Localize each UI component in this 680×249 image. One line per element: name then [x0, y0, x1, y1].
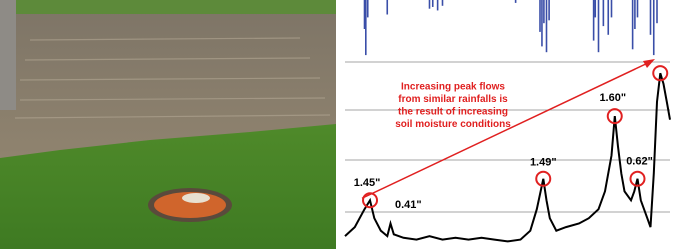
arrow-head	[643, 59, 655, 68]
rain-bar	[365, 0, 367, 55]
rain-bar	[637, 0, 639, 17]
figure: 1.45" 0.41" 1.49" 1.60" 0.62" Increasing peak…	[0, 0, 680, 249]
rain-bar	[607, 0, 609, 35]
rain-bar	[650, 0, 652, 35]
rain-bar	[543, 0, 545, 23]
rain-bar	[539, 0, 541, 32]
rain-bar	[611, 0, 613, 17]
peak-label: 1.45"	[354, 177, 381, 189]
rain-bar	[656, 0, 658, 23]
rain-bar	[598, 0, 600, 52]
rain-bar	[442, 0, 444, 6]
rain-bar	[603, 0, 605, 26]
note: the result of increasing	[398, 107, 508, 118]
rain-bar	[437, 0, 439, 10]
grid	[345, 62, 670, 212]
peak-label: 0.62"	[626, 156, 653, 168]
rain-bar	[432, 0, 434, 7]
rain-bar	[546, 0, 548, 52]
rain-bar	[515, 0, 517, 3]
rain-bar	[632, 0, 634, 49]
peak-label: 1.60"	[599, 92, 626, 104]
note: Increasing peak flows	[401, 82, 505, 93]
note: soil moisture conditions	[395, 119, 511, 130]
photo	[0, 0, 336, 249]
rain-bar	[634, 0, 636, 29]
rain-bar	[653, 0, 655, 55]
page: {"chart_data": { "type": "line", "xlim":…	[0, 0, 680, 249]
rain-bar	[593, 0, 595, 41]
rain-bar	[386, 0, 388, 15]
peak-label: 0.41"	[395, 199, 422, 211]
plot: 1.45" 0.41" 1.49" 1.60" 0.62" Increasing peak…	[345, 0, 670, 241]
note: from similar rainfalls is	[398, 94, 508, 105]
rain-bar	[367, 0, 369, 17]
peak-label: 1.49"	[530, 157, 557, 169]
rain-bar	[548, 0, 550, 20]
rain-bar	[541, 0, 543, 46]
rain-bar	[594, 0, 596, 17]
rain-bar	[429, 0, 431, 9]
